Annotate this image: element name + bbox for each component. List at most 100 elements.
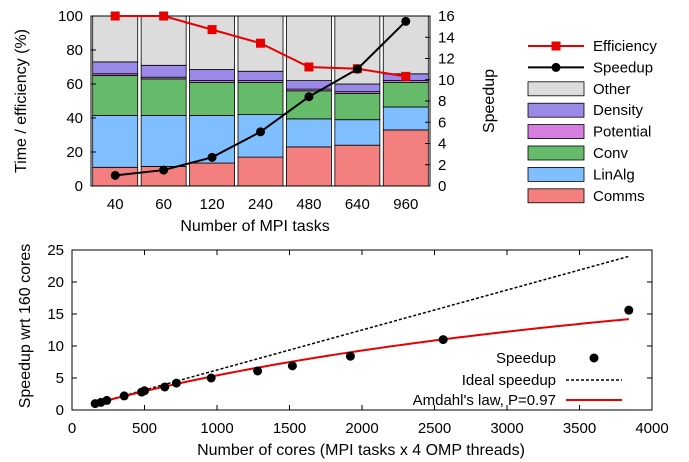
- legend-swatch-other: [527, 81, 585, 97]
- bottom-tick-labels: 0 500 1000 1500 2000 2500 3000 3500 4000 0 5 10 15 20…: [47, 242, 668, 437]
- legend-swatch-linalg: [527, 166, 585, 182]
- top-xtick-label: 480: [296, 196, 321, 213]
- marker-speedup-480: [304, 92, 314, 102]
- bottom-legend-label-speedup: Speedup: [496, 350, 556, 367]
- top-y2label: Speedup: [481, 69, 498, 133]
- bottom-legend-label-amdahl-s-law-p-0-97: Amdahl's law, P=0.97: [413, 392, 556, 409]
- bar-linalg-480: [286, 118, 332, 148]
- top-tick-labels: 0 20 40 60 80 100 0 2 4 6 8 10 12 14 16 40 60 120 240 480 64…: [58, 8, 455, 213]
- bottom-chart: 0 500 1000 1500 2000 2500 3000 3500 4000 0 5 10 15 20…: [17, 242, 669, 459]
- speedup-point: [119, 391, 129, 401]
- top-ytick-label: 100: [58, 8, 83, 25]
- bottom-xtick-label: 1500: [273, 420, 306, 437]
- bottom-xtick-label: 3500: [563, 420, 596, 437]
- bar-other-40: [92, 15, 139, 63]
- marker-speedup-240: [256, 127, 265, 137]
- bar-linalg-960: [382, 106, 429, 131]
- bar-density-240: [237, 70, 284, 82]
- bottom-ylabel: Speedup wrt 160 cores: [17, 244, 34, 409]
- bottom-ytick-label: 15: [47, 306, 64, 323]
- top-xtick-label: 240: [248, 196, 273, 213]
- bottom-xtick-label: 1000: [200, 420, 233, 437]
- marker-speedup-960: [401, 16, 411, 26]
- legend-swatch-comms: [527, 188, 585, 204]
- marker-efficiency-480: [304, 62, 314, 72]
- bar-density-40: [92, 61, 139, 75]
- legend-label-linalg: LinAlg: [593, 166, 635, 183]
- speedup-point: [102, 395, 112, 405]
- ideal-speedup-line: [95, 255, 629, 405]
- top-y2tick-label: 16: [438, 8, 455, 25]
- speedup-point: [253, 366, 263, 376]
- bottom-xtick-label: 2500: [418, 420, 451, 437]
- legend-swatch-potential: [527, 124, 585, 139]
- legend-label-other: Other: [593, 81, 631, 98]
- bar-comms-480: [286, 146, 332, 187]
- bar-comms-960: [382, 129, 429, 187]
- speedup-point: [345, 351, 355, 361]
- top-y2tick-label: 0: [438, 178, 446, 195]
- marker-speedup-60: [159, 165, 169, 175]
- bar-linalg-40: [92, 115, 139, 168]
- top-line-series: [110, 11, 411, 180]
- bottom-xtick-label: 4000: [635, 420, 668, 437]
- bottom-axes: [71, 249, 653, 411]
- speedup-point: [206, 373, 216, 383]
- bottom-ytick-label: 5: [56, 370, 64, 387]
- top-y2tick-label: 10: [438, 72, 455, 89]
- top-ytick-label: 40: [66, 110, 83, 127]
- speedup-point: [624, 305, 634, 315]
- top-y2tick-label: 14: [438, 29, 455, 46]
- top-ytick-label: 80: [66, 42, 83, 59]
- marker-efficiency-240: [256, 38, 265, 48]
- bottom-ytick-label: 20: [47, 274, 64, 291]
- top-y2tick-label: 4: [438, 136, 446, 153]
- top-y2tick-label: 6: [438, 114, 446, 131]
- bar-conv-60: [140, 78, 187, 116]
- legend-label-efficiency: Efficiency: [593, 38, 657, 55]
- bar-conv-240: [237, 81, 284, 116]
- legend-label-density: Density: [593, 102, 644, 119]
- bottom-ytick-label: 0: [56, 402, 64, 419]
- bar-conv-120: [189, 81, 235, 116]
- top-xlabel: Number of MPI tasks: [180, 218, 329, 235]
- top-chart: 0 20 40 60 80 100 0 2 4 6 8 10 12 14 16 40 60 120 240 480 64…: [13, 8, 657, 235]
- bottom-xlabel: Number of cores (MPI tasks x 4 OMP threa…: [197, 442, 525, 459]
- bottom-xtick-label: 3000: [490, 420, 523, 437]
- legend-marker-speedup: [551, 62, 561, 72]
- top-xtick-label: 60: [155, 196, 172, 213]
- bar-density-640: [334, 83, 381, 93]
- top-y2tick-label: 12: [438, 51, 455, 68]
- bar-density-60: [140, 64, 187, 78]
- bar-conv-960: [382, 81, 429, 108]
- bar-other-60: [140, 15, 187, 66]
- bottom-legend-label-ideal-speedup: Ideal speedup: [462, 372, 556, 389]
- bar-density-120: [189, 69, 235, 82]
- bottom-xtick-label: 0: [68, 420, 76, 437]
- bottom-ytick-label: 10: [47, 338, 64, 355]
- bottom-xtick-label: 500: [132, 420, 157, 437]
- top-xtick-label: 960: [393, 196, 418, 213]
- bottom-series: [90, 255, 634, 409]
- amdahl-curve: [94, 318, 629, 405]
- legend-label-speedup: Speedup: [593, 59, 653, 76]
- top-legend: Efficiency Speedup Other Density Potential Co…: [527, 38, 657, 205]
- bar-conv-40: [92, 75, 139, 116]
- bar-other-120: [189, 15, 235, 70]
- legend-label-conv: Conv: [593, 145, 629, 162]
- marker-speedup-120: [207, 152, 217, 162]
- bar-other-640: [334, 15, 381, 85]
- legend-swatch-conv: [527, 145, 585, 161]
- top-ytick-label: 20: [66, 144, 83, 161]
- bottom-ytick-label: 25: [47, 242, 64, 259]
- bar-comms-240: [237, 156, 284, 187]
- bar-comms-640: [334, 144, 381, 187]
- bottom-legend: Speedup Ideal speedup Amdahl's law, P=0.97: [413, 350, 622, 409]
- top-xtick-label: 640: [345, 196, 370, 213]
- marker-efficiency-960: [401, 71, 411, 81]
- legend-label-potential: Potential: [593, 124, 651, 141]
- top-ytick-label: 0: [75, 178, 83, 195]
- marker-efficiency-120: [207, 25, 217, 35]
- top-y2tick-label: 8: [438, 93, 446, 110]
